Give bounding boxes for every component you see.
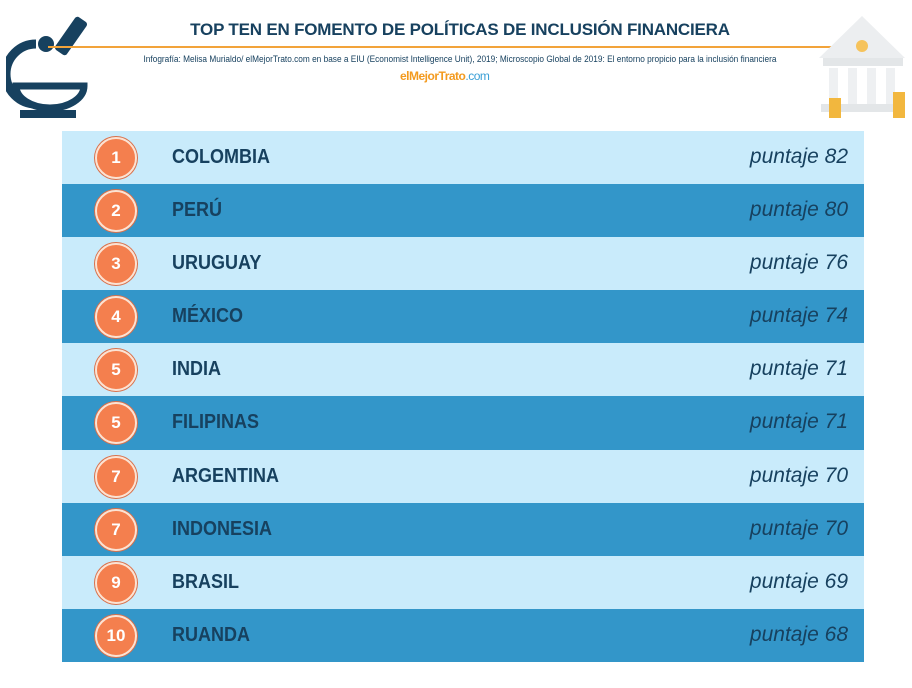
rank-badge: 9 bbox=[95, 561, 137, 604]
rank-badge: 5 bbox=[95, 402, 137, 445]
country-name: INDIA bbox=[172, 358, 222, 381]
table-row: 10 RUANDA puntaje 68 bbox=[62, 608, 864, 662]
country-name: RUANDA bbox=[172, 623, 251, 646]
country-name: COLOMBIA bbox=[172, 146, 271, 168]
score: puntaje 71 bbox=[749, 410, 848, 434]
score: puntaje 80 bbox=[749, 198, 848, 222]
table-row: 7 INDONESIA puntaje 70 bbox=[62, 502, 864, 556]
country-name: PERÚ bbox=[172, 199, 223, 222]
page-title: TOP TEN EN FOMENTO DE POLÍTICAS DE INCLU… bbox=[190, 20, 730, 39]
country-name: FILIPINAS bbox=[172, 411, 260, 434]
score: puntaje 69 bbox=[749, 569, 848, 593]
divider bbox=[48, 46, 838, 48]
ranking-table: 1 COLOMBIA puntaje 82 2 PERÚ puntaje 80 3 … bbox=[62, 131, 864, 662]
score: puntaje 82 bbox=[749, 145, 848, 168]
score: puntaje 71 bbox=[749, 357, 848, 381]
table-row: 7 ARGENTINA puntaje 70 bbox=[62, 449, 864, 503]
rank-badge: 10 bbox=[95, 614, 137, 657]
rank-badge: 4 bbox=[95, 296, 137, 339]
country-name: BRASIL bbox=[172, 570, 240, 593]
table-row: 9 BRASIL puntaje 69 bbox=[62, 555, 864, 609]
rank-badge: 3 bbox=[95, 243, 137, 286]
rank-badge: 1 bbox=[95, 137, 137, 179]
score: puntaje 70 bbox=[749, 516, 848, 540]
table-row: 5 FILIPINAS puntaje 71 bbox=[62, 396, 864, 450]
rank-badge: 2 bbox=[95, 190, 137, 233]
country-name: MÉXICO bbox=[172, 305, 244, 328]
brand-logo: elMejorTrato.com bbox=[400, 69, 490, 83]
table-row: 3 URUGUAY puntaje 76 bbox=[62, 237, 864, 291]
country-name: URUGUAY bbox=[172, 252, 262, 275]
score: puntaje 68 bbox=[749, 622, 848, 646]
score: puntaje 76 bbox=[749, 251, 848, 275]
microscope-icon bbox=[1, 14, 96, 129]
table-row: 1 COLOMBIA puntaje 82 bbox=[62, 131, 864, 185]
country-name: ARGENTINA bbox=[172, 464, 280, 487]
score: puntaje 74 bbox=[749, 304, 848, 328]
rank-badge: 7 bbox=[95, 455, 137, 498]
score: puntaje 70 bbox=[749, 463, 848, 487]
country-name: INDONESIA bbox=[172, 517, 273, 540]
rank-badge: 7 bbox=[95, 508, 137, 551]
table-row: 4 MÉXICO puntaje 74 bbox=[62, 290, 864, 344]
bank-icon bbox=[815, 14, 910, 129]
table-row: 5 INDIA puntaje 71 bbox=[62, 343, 864, 397]
table-row: 2 PERÚ puntaje 80 bbox=[62, 184, 864, 238]
rank-badge: 5 bbox=[95, 349, 137, 392]
credit-text: Infografía: Melisa Murialdo/ elMejorTrat… bbox=[143, 54, 777, 64]
